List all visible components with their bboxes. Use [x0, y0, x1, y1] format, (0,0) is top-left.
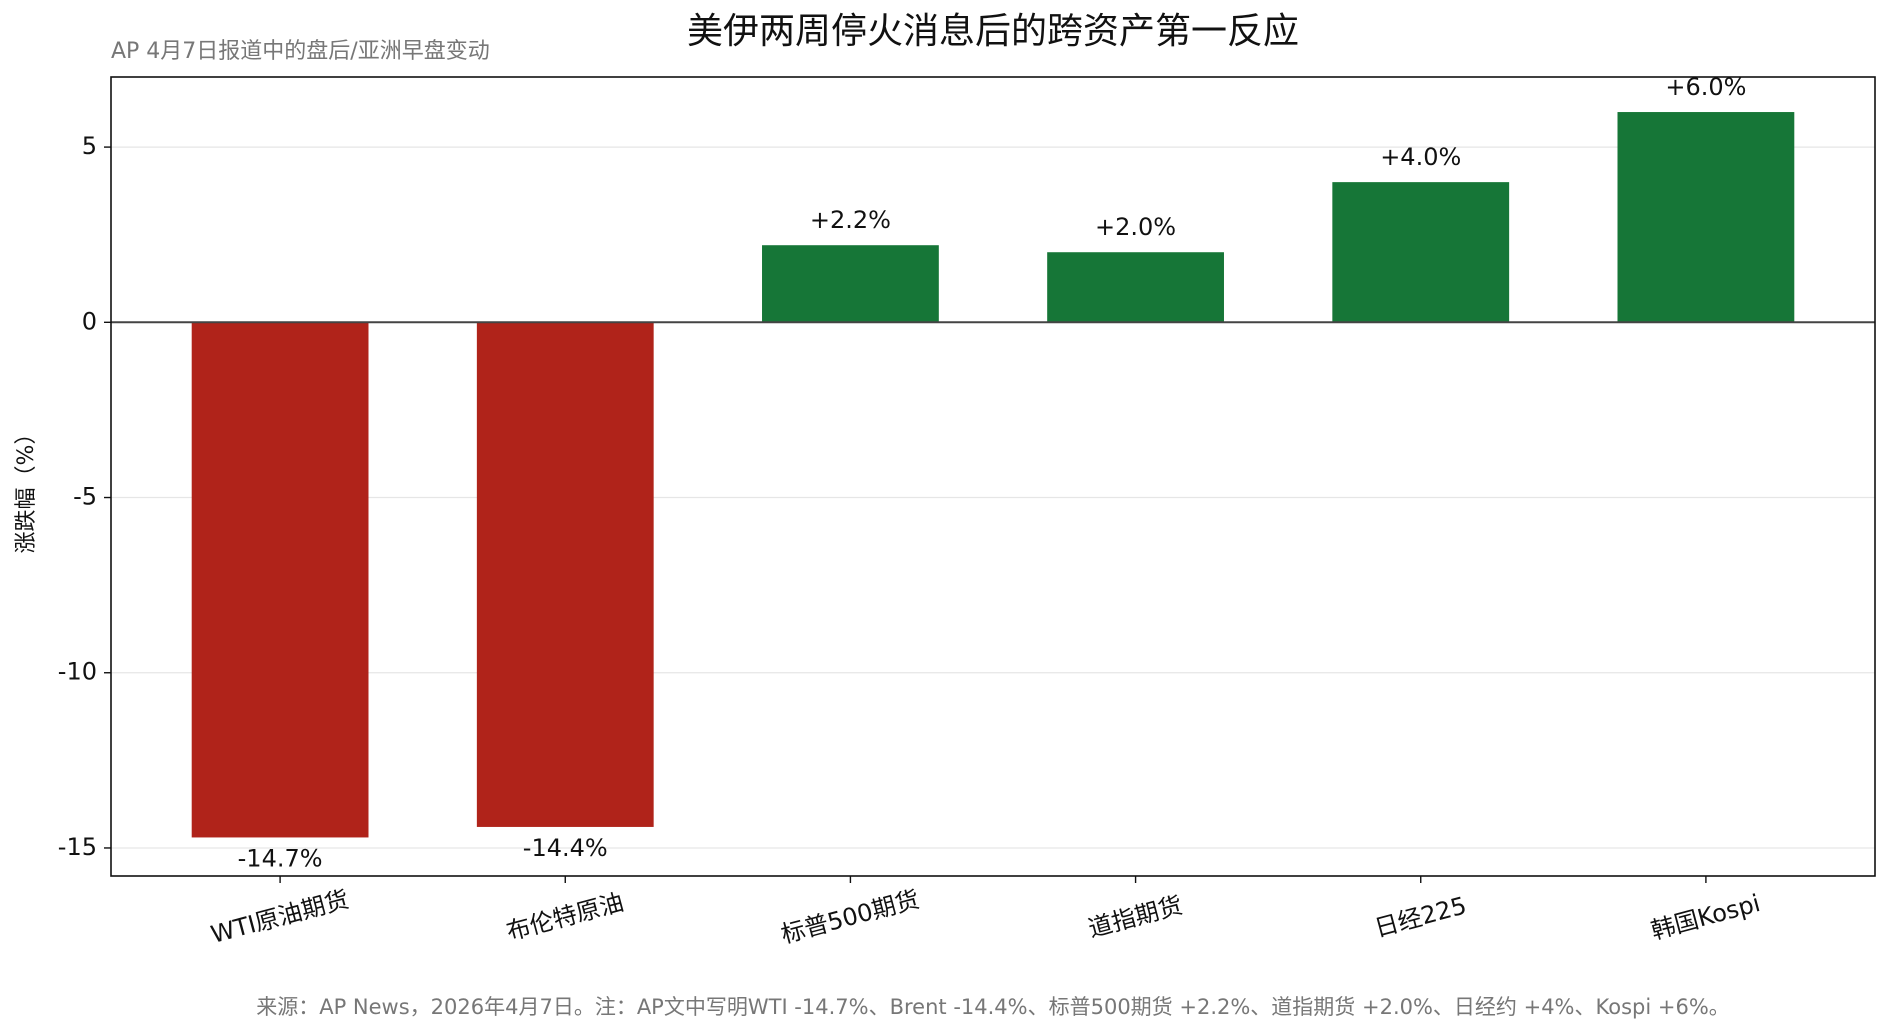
chart-subtitle: AP 4月7日报道中的盘后/亚洲早盘变动	[111, 39, 490, 64]
chart-title: 美伊两周停火消息后的跨资产第一反应	[687, 11, 1299, 52]
value-label: -14.7%	[238, 844, 323, 872]
value-label: +2.2%	[810, 206, 891, 234]
y-tick-label: 0	[82, 307, 97, 335]
bar	[762, 245, 939, 323]
bar	[1617, 112, 1795, 323]
value-label: +4.0%	[1380, 143, 1461, 171]
plot-frame	[110, 76, 1876, 877]
value-label: -14.4%	[523, 834, 608, 862]
y-tick-label: -15	[58, 833, 97, 861]
y-tick-label: 5	[82, 132, 97, 160]
bar	[476, 322, 654, 827]
value-label: +2.0%	[1095, 213, 1176, 241]
y-tick-label: -5	[73, 483, 97, 511]
bar	[191, 322, 369, 838]
bar	[1047, 252, 1224, 323]
bar	[1332, 182, 1510, 323]
plot: -14.7%WTI原油期货-14.4%布伦特原油+2.2%标普500期货+2.0…	[111, 73, 1875, 949]
y-tick-label: -10	[58, 658, 97, 686]
y-axis-label: 涨跌幅（%）	[14, 423, 39, 554]
footnote: 来源：AP News，2026年4月7日。注：AP文中写明WTI -14.7%、…	[256, 995, 1730, 1019]
